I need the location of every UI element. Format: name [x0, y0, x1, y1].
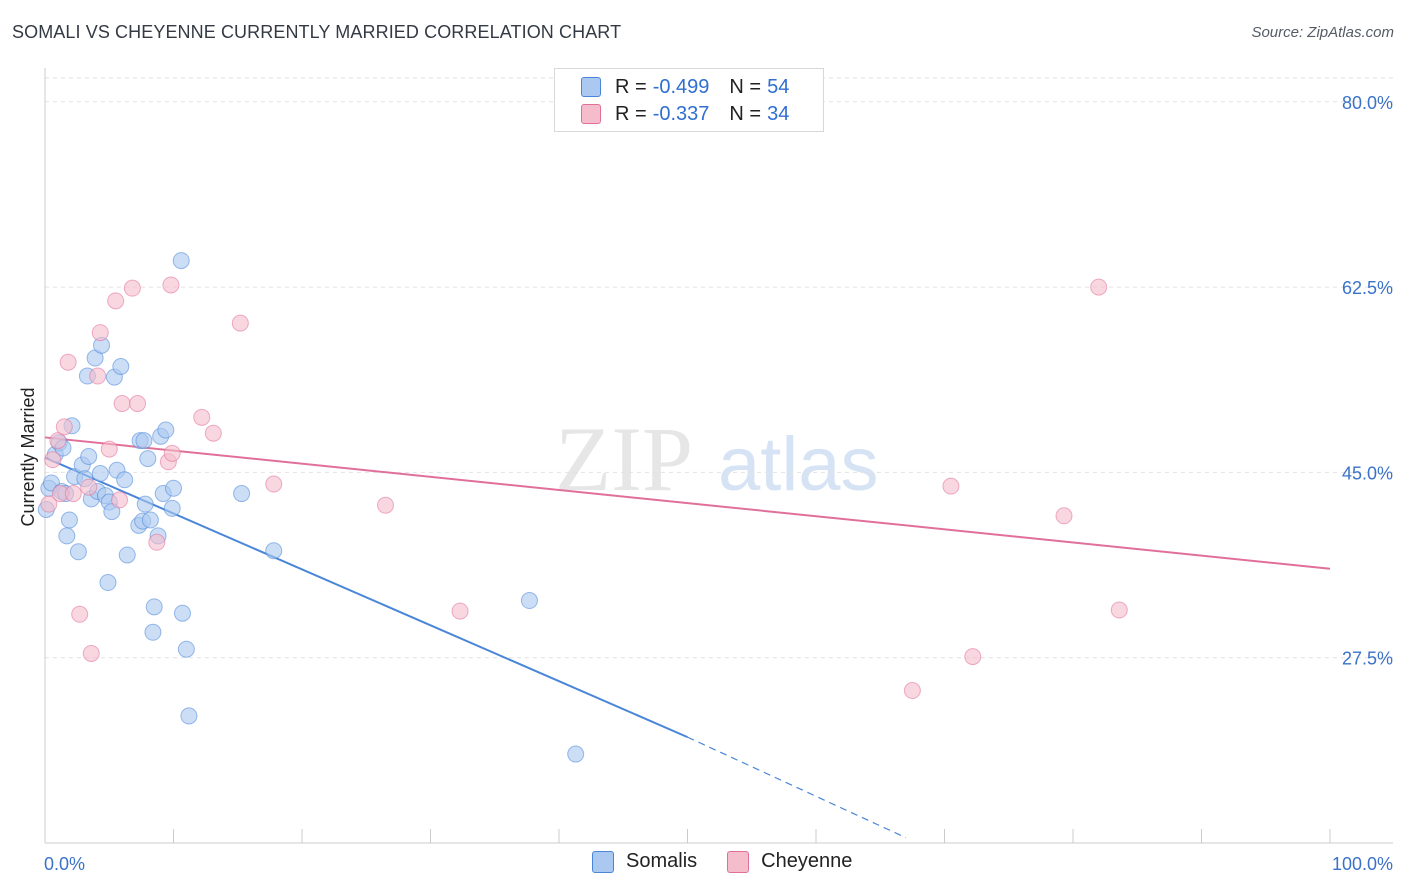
point-cheyenne — [964, 648, 982, 666]
point-cheyenne — [162, 276, 180, 294]
point-cheyenne — [1110, 601, 1128, 619]
point-somalis — [99, 574, 117, 592]
axes — [44, 68, 1393, 844]
y-tick-labels: 27.5% 45.0% 62.5% 80.0% — [1342, 93, 1393, 669]
bottom-legend: Somalis Cheyenne — [592, 850, 882, 873]
point-somalis — [135, 432, 153, 450]
point-somalis — [233, 485, 251, 503]
point-cheyenne — [204, 424, 222, 442]
legend-r-label: R = — [615, 102, 647, 125]
point-somalis — [145, 598, 163, 616]
legend-n-value: 54 — [767, 75, 790, 98]
point-cheyenne — [80, 478, 98, 496]
point-cheyenne — [193, 408, 211, 426]
bottom-legend-somalis: Somalis — [592, 850, 697, 873]
legend-row-cheyenne: R = -0.337 N = 34 — [581, 101, 789, 127]
watermark-atlas: atlas — [718, 422, 879, 507]
point-somalis — [80, 448, 98, 465]
y-tick-label: 80.0% — [1342, 93, 1393, 113]
legend: R = -0.499 N = 54 R = -0.337 N = 34 — [554, 68, 824, 132]
legend-n-label: N = — [729, 102, 762, 125]
point-somalis — [172, 252, 190, 270]
point-cheyenne — [113, 395, 131, 413]
point-cheyenne — [44, 451, 62, 469]
point-cheyenne — [1055, 507, 1073, 525]
watermark-zip: ZIP — [555, 408, 693, 510]
point-cheyenne — [71, 605, 89, 623]
point-cheyenne — [123, 279, 141, 297]
point-cheyenne — [163, 444, 181, 462]
point-somalis — [157, 421, 175, 439]
point-cheyenne — [1090, 278, 1108, 296]
point-cheyenne — [49, 432, 67, 450]
point-somalis — [136, 495, 154, 513]
point-cheyenne — [89, 367, 107, 385]
legend-r-value: -0.499 — [652, 75, 710, 98]
bottom-legend-label: Cheyenne — [761, 850, 853, 872]
point-cheyenne — [129, 395, 147, 413]
trend-extension-somalis — [687, 736, 907, 839]
point-cheyenne — [82, 644, 100, 662]
point-cheyenne — [451, 602, 469, 620]
legend-row-somalis: R = -0.499 N = 54 — [581, 74, 789, 100]
point-cheyenne — [942, 477, 960, 495]
point-somalis — [118, 546, 136, 564]
legend-n-value: 34 — [767, 102, 790, 125]
watermark: ZIP atlas — [555, 408, 879, 510]
trend-line-cheyenne — [44, 436, 1331, 570]
point-cheyenne — [148, 533, 166, 551]
point-cheyenne — [111, 491, 129, 509]
point-cheyenne — [265, 475, 283, 493]
point-somalis — [567, 745, 585, 763]
point-somalis — [173, 604, 191, 622]
source-credit: Source: ZipAtlas.com — [1251, 24, 1394, 41]
bottom-legend-cheyenne: Cheyenne — [727, 850, 852, 873]
point-somalis — [58, 527, 76, 545]
x-tick-label: 100.0% — [1332, 854, 1393, 874]
point-cheyenne — [903, 682, 921, 700]
point-somalis — [265, 542, 283, 560]
bottom-swatch-somalis — [592, 850, 614, 873]
legend-r-label: R = — [615, 75, 647, 98]
point-cheyenne — [40, 495, 58, 513]
point-cheyenne — [231, 314, 249, 332]
y-tick-label: 27.5% — [1342, 649, 1393, 669]
point-somalis — [144, 623, 162, 641]
point-cheyenne — [377, 496, 395, 514]
point-cheyenne — [55, 418, 73, 436]
gridlines — [45, 77, 1393, 659]
point-cheyenne — [100, 440, 118, 458]
point-cheyenne — [107, 292, 125, 310]
point-cheyenne — [59, 353, 77, 371]
point-somalis — [139, 450, 157, 468]
bottom-legend-label: Somalis — [626, 850, 698, 872]
legend-r-value: -0.337 — [652, 102, 710, 125]
point-somalis — [163, 499, 181, 517]
point-cheyenne — [64, 485, 82, 503]
legend-swatch-cheyenne — [581, 104, 601, 124]
y-tick-label: 45.0% — [1342, 463, 1393, 483]
legend-n-label: N = — [729, 75, 762, 98]
point-somalis — [112, 357, 130, 375]
y-tick-label: 62.5% — [1342, 278, 1393, 298]
x-tick-labels: 0.0% 100.0% — [44, 854, 1393, 874]
legend-swatch-somalis — [581, 77, 601, 97]
point-somalis — [69, 543, 87, 561]
point-somalis — [180, 707, 198, 725]
point-somalis — [103, 503, 121, 521]
point-somalis — [141, 511, 159, 529]
chart-title: SOMALI VS CHEYENNE CURRENTLY MARRIED COR… — [12, 22, 622, 42]
point-cheyenne — [91, 324, 109, 342]
point-somalis — [60, 511, 78, 529]
point-somalis — [165, 479, 182, 497]
x-tick-label: 0.0% — [44, 854, 85, 874]
bottom-swatch-cheyenne — [727, 850, 750, 873]
point-somalis — [91, 464, 109, 482]
data-points — [37, 252, 1128, 763]
y-axis-title: Currently Married — [18, 387, 38, 526]
point-somalis — [177, 640, 195, 658]
point-somalis — [520, 592, 538, 610]
point-somalis — [116, 471, 134, 489]
